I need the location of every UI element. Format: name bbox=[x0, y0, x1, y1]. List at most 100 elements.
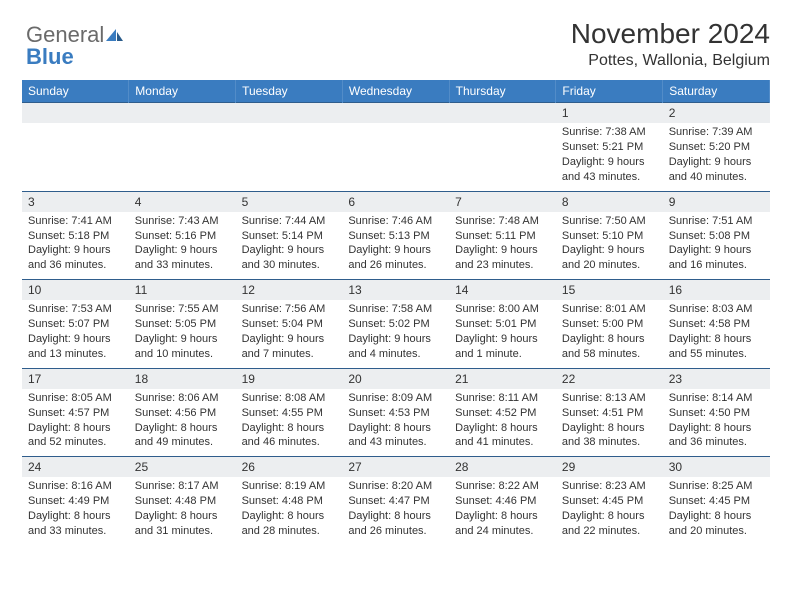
day-cell: 12Sunrise: 7:56 AMSunset: 5:04 PMDayligh… bbox=[236, 280, 343, 369]
daylight-text: Daylight: 9 hours and 30 minutes. bbox=[242, 243, 337, 273]
sunset-text: Sunset: 4:51 PM bbox=[562, 406, 657, 421]
daylight-text: Daylight: 9 hours and 16 minutes. bbox=[669, 243, 764, 273]
sunrise-text: Sunrise: 8:19 AM bbox=[242, 479, 337, 494]
day-cell bbox=[129, 103, 236, 192]
day-body: Sunrise: 8:17 AMSunset: 4:48 PMDaylight:… bbox=[129, 477, 236, 544]
sunset-text: Sunset: 5:11 PM bbox=[455, 229, 550, 244]
day-body bbox=[22, 123, 129, 179]
sunset-text: Sunset: 5:10 PM bbox=[562, 229, 657, 244]
day-body: Sunrise: 7:41 AMSunset: 5:18 PMDaylight:… bbox=[22, 212, 129, 279]
sunrise-text: Sunrise: 8:20 AM bbox=[348, 479, 443, 494]
daylight-text: Daylight: 8 hours and 49 minutes. bbox=[135, 421, 230, 451]
day-header-wed: Wednesday bbox=[342, 80, 449, 103]
sunrise-text: Sunrise: 7:48 AM bbox=[455, 214, 550, 229]
day-body: Sunrise: 8:25 AMSunset: 4:45 PMDaylight:… bbox=[663, 477, 770, 544]
daylight-text: Daylight: 9 hours and 36 minutes. bbox=[28, 243, 123, 273]
day-number bbox=[129, 103, 236, 123]
sunrise-text: Sunrise: 7:39 AM bbox=[669, 125, 764, 140]
day-cell bbox=[22, 103, 129, 192]
sunset-text: Sunset: 4:48 PM bbox=[135, 494, 230, 509]
day-body bbox=[129, 123, 236, 179]
day-header-thu: Thursday bbox=[449, 80, 556, 103]
sunrise-text: Sunrise: 8:25 AM bbox=[669, 479, 764, 494]
sunrise-text: Sunrise: 8:00 AM bbox=[455, 302, 550, 317]
calendar-table: Sunday Monday Tuesday Wednesday Thursday… bbox=[22, 80, 770, 545]
sunrise-text: Sunrise: 7:50 AM bbox=[562, 214, 657, 229]
daylight-text: Daylight: 9 hours and 7 minutes. bbox=[242, 332, 337, 362]
logo: General Blue bbox=[22, 18, 124, 68]
day-number: 2 bbox=[663, 103, 770, 123]
day-header-mon: Monday bbox=[129, 80, 236, 103]
day-cell: 7 Sunrise: 7:48 AMSunset: 5:11 PMDaylight… bbox=[449, 191, 556, 280]
day-cell: 21Sunrise: 8:11 AMSunset: 4:52 PMDayligh… bbox=[449, 368, 556, 457]
sunset-text: Sunset: 5:21 PM bbox=[562, 140, 657, 155]
day-number: 23 bbox=[663, 369, 770, 389]
sunset-text: Sunset: 5:00 PM bbox=[562, 317, 657, 332]
day-body: Sunrise: 7:39 AMSunset: 5:20 PMDaylight:… bbox=[663, 123, 770, 190]
day-number: 24 bbox=[22, 457, 129, 477]
day-cell: 20Sunrise: 8:09 AMSunset: 4:53 PMDayligh… bbox=[342, 368, 449, 457]
day-cell: 28Sunrise: 8:22 AMSunset: 4:46 PMDayligh… bbox=[449, 457, 556, 545]
sunset-text: Sunset: 4:47 PM bbox=[348, 494, 443, 509]
day-cell: 25Sunrise: 8:17 AMSunset: 4:48 PMDayligh… bbox=[129, 457, 236, 545]
day-body: Sunrise: 8:05 AMSunset: 4:57 PMDaylight:… bbox=[22, 389, 129, 456]
sunrise-text: Sunrise: 8:16 AM bbox=[28, 479, 123, 494]
day-cell: 9Sunrise: 7:51 AMSunset: 5:08 PMDaylight… bbox=[663, 191, 770, 280]
sunrise-text: Sunrise: 8:06 AM bbox=[135, 391, 230, 406]
day-cell: 29Sunrise: 8:23 AMSunset: 4:45 PMDayligh… bbox=[556, 457, 663, 545]
sunset-text: Sunset: 5:07 PM bbox=[28, 317, 123, 332]
sunrise-text: Sunrise: 7:56 AM bbox=[242, 302, 337, 317]
day-body: Sunrise: 8:11 AMSunset: 4:52 PMDaylight:… bbox=[449, 389, 556, 456]
daylight-text: Daylight: 8 hours and 36 minutes. bbox=[669, 421, 764, 451]
sunset-text: Sunset: 4:46 PM bbox=[455, 494, 550, 509]
daylight-text: Daylight: 9 hours and 1 minute. bbox=[455, 332, 550, 362]
sunset-text: Sunset: 5:13 PM bbox=[348, 229, 443, 244]
sunset-text: Sunset: 5:16 PM bbox=[135, 229, 230, 244]
day-number: 10 bbox=[22, 280, 129, 300]
daylight-text: Daylight: 9 hours and 43 minutes. bbox=[562, 155, 657, 185]
day-number bbox=[342, 103, 449, 123]
daylight-text: Daylight: 8 hours and 24 minutes. bbox=[455, 509, 550, 539]
day-number: 13 bbox=[342, 280, 449, 300]
daylight-text: Daylight: 8 hours and 46 minutes. bbox=[242, 421, 337, 451]
day-header-row: Sunday Monday Tuesday Wednesday Thursday… bbox=[22, 80, 770, 103]
daylight-text: Daylight: 9 hours and 23 minutes. bbox=[455, 243, 550, 273]
day-cell bbox=[236, 103, 343, 192]
daylight-text: Daylight: 8 hours and 38 minutes. bbox=[562, 421, 657, 451]
sunset-text: Sunset: 4:48 PM bbox=[242, 494, 337, 509]
day-number: 8 bbox=[556, 192, 663, 212]
day-number bbox=[22, 103, 129, 123]
daylight-text: Daylight: 8 hours and 55 minutes. bbox=[669, 332, 764, 362]
day-cell: 19Sunrise: 8:08 AMSunset: 4:55 PMDayligh… bbox=[236, 368, 343, 457]
day-number: 21 bbox=[449, 369, 556, 389]
day-cell: 27 Sunrise: 8:20 AMSunset: 4:47 PMDayligh… bbox=[342, 457, 449, 545]
sunrise-text: Sunrise: 7:51 AM bbox=[669, 214, 764, 229]
daylight-text: Daylight: 9 hours and 26 minutes. bbox=[348, 243, 443, 273]
daylight-text: Daylight: 8 hours and 20 minutes. bbox=[669, 509, 764, 539]
day-number: 4 bbox=[129, 192, 236, 212]
day-cell: 18Sunrise: 8:06 AMSunset: 4:56 PMDayligh… bbox=[129, 368, 236, 457]
daylight-text: Daylight: 8 hours and 26 minutes. bbox=[348, 509, 443, 539]
day-number: 17 bbox=[22, 369, 129, 389]
sunrise-text: Sunrise: 7:53 AM bbox=[28, 302, 123, 317]
sunset-text: Sunset: 5:08 PM bbox=[669, 229, 764, 244]
day-number: 27 bbox=[342, 457, 449, 477]
week-row: 17Sunrise: 8:05 AMSunset: 4:57 PMDayligh… bbox=[22, 368, 770, 457]
daylight-text: Daylight: 8 hours and 33 minutes. bbox=[28, 509, 123, 539]
day-body: Sunrise: 8:08 AMSunset: 4:55 PMDaylight:… bbox=[236, 389, 343, 456]
sunset-text: Sunset: 5:05 PM bbox=[135, 317, 230, 332]
day-cell: 13Sunrise: 7:58 AMSunset: 5:02 PMDayligh… bbox=[342, 280, 449, 369]
sunset-text: Sunset: 4:56 PM bbox=[135, 406, 230, 421]
day-body: Sunrise: 8:16 AMSunset: 4:49 PMDaylight:… bbox=[22, 477, 129, 544]
day-body: Sunrise: 7:51 AMSunset: 5:08 PMDaylight:… bbox=[663, 212, 770, 279]
day-number: 29 bbox=[556, 457, 663, 477]
calendar-body: 1Sunrise: 7:38 AMSunset: 5:21 PMDaylight… bbox=[22, 103, 770, 545]
day-header-tue: Tuesday bbox=[236, 80, 343, 103]
day-header-sat: Saturday bbox=[663, 80, 770, 103]
day-number: 7 bbox=[449, 192, 556, 212]
day-cell: 3Sunrise: 7:41 AMSunset: 5:18 PMDaylight… bbox=[22, 191, 129, 280]
sunrise-text: Sunrise: 7:43 AM bbox=[135, 214, 230, 229]
sunrise-text: Sunrise: 8:14 AM bbox=[669, 391, 764, 406]
sunrise-text: Sunrise: 7:58 AM bbox=[348, 302, 443, 317]
sunrise-text: Sunrise: 7:41 AM bbox=[28, 214, 123, 229]
